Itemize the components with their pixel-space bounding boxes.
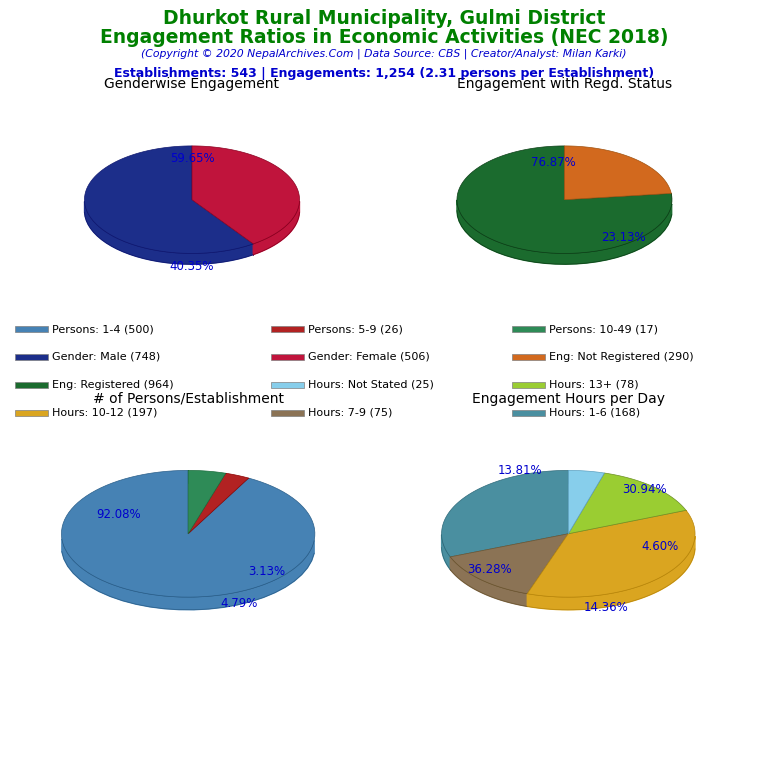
Polygon shape <box>457 146 672 253</box>
Bar <box>271 326 304 332</box>
Title: Genderwise Engagement: Genderwise Engagement <box>104 77 280 91</box>
Title: Engagement Hours per Day: Engagement Hours per Day <box>472 392 665 406</box>
Title: Engagement with Regd. Status: Engagement with Regd. Status <box>457 77 672 91</box>
Text: 92.08%: 92.08% <box>96 508 141 521</box>
Text: 4.79%: 4.79% <box>220 597 257 610</box>
Polygon shape <box>84 146 253 253</box>
Polygon shape <box>450 557 528 607</box>
Bar <box>271 382 304 388</box>
Title: # of Persons/Establishment: # of Persons/Establishment <box>93 392 283 406</box>
Text: Persons: 1-4 (500): Persons: 1-4 (500) <box>52 324 154 334</box>
Polygon shape <box>188 473 249 534</box>
Text: 4.60%: 4.60% <box>641 540 678 553</box>
Polygon shape <box>62 539 314 610</box>
Text: (Copyright © 2020 NepalArchives.Com | Data Source: CBS | Creator/Analyst: Milan : (Copyright © 2020 NepalArchives.Com | Da… <box>141 48 627 59</box>
Text: Dhurkot Rural Municipality, Gulmi District: Dhurkot Rural Municipality, Gulmi Distri… <box>163 9 605 28</box>
Text: 3.13%: 3.13% <box>248 565 285 578</box>
Polygon shape <box>528 510 695 597</box>
Text: Hours: 1-6 (168): Hours: 1-6 (168) <box>549 408 641 418</box>
Text: 14.36%: 14.36% <box>584 601 629 614</box>
Text: Eng: Registered (964): Eng: Registered (964) <box>52 380 174 390</box>
Text: 23.13%: 23.13% <box>601 231 646 243</box>
Polygon shape <box>564 146 671 200</box>
Text: Hours: 10-12 (197): Hours: 10-12 (197) <box>52 408 158 418</box>
Bar <box>512 410 545 415</box>
Polygon shape <box>192 146 300 244</box>
Bar <box>15 410 48 415</box>
Polygon shape <box>188 470 226 534</box>
Bar <box>512 326 545 332</box>
Bar <box>15 382 48 388</box>
Text: 76.87%: 76.87% <box>531 156 576 168</box>
Text: 30.94%: 30.94% <box>622 483 667 496</box>
Text: Hours: 13+ (78): Hours: 13+ (78) <box>549 380 639 390</box>
Bar <box>271 410 304 415</box>
Polygon shape <box>442 470 568 557</box>
Polygon shape <box>568 470 604 534</box>
Text: Persons: 10-49 (17): Persons: 10-49 (17) <box>549 324 658 334</box>
Polygon shape <box>84 201 253 264</box>
Polygon shape <box>442 535 450 570</box>
Text: Establishments: 543 | Engagements: 1,254 (2.31 persons per Establishment): Establishments: 543 | Engagements: 1,254… <box>114 67 654 80</box>
Bar <box>271 354 304 359</box>
Text: 13.81%: 13.81% <box>498 464 542 477</box>
Text: Persons: 5-9 (26): Persons: 5-9 (26) <box>309 324 403 334</box>
Text: 36.28%: 36.28% <box>468 563 512 576</box>
Bar <box>15 354 48 359</box>
Polygon shape <box>528 536 695 610</box>
Polygon shape <box>253 201 300 255</box>
Polygon shape <box>450 534 568 594</box>
Polygon shape <box>457 200 672 264</box>
Text: 59.65%: 59.65% <box>170 152 214 165</box>
Bar <box>512 382 545 388</box>
Text: Gender: Male (748): Gender: Male (748) <box>52 352 161 362</box>
Text: Hours: Not Stated (25): Hours: Not Stated (25) <box>309 380 434 390</box>
Text: Eng: Not Registered (290): Eng: Not Registered (290) <box>549 352 694 362</box>
Polygon shape <box>568 473 686 534</box>
Text: 40.35%: 40.35% <box>170 260 214 273</box>
Text: Gender: Female (506): Gender: Female (506) <box>309 352 430 362</box>
Polygon shape <box>61 470 315 597</box>
Bar <box>512 354 545 359</box>
Text: Engagement Ratios in Economic Activities (NEC 2018): Engagement Ratios in Economic Activities… <box>100 28 668 48</box>
Text: Hours: 7-9 (75): Hours: 7-9 (75) <box>309 408 392 418</box>
Bar <box>15 326 48 332</box>
